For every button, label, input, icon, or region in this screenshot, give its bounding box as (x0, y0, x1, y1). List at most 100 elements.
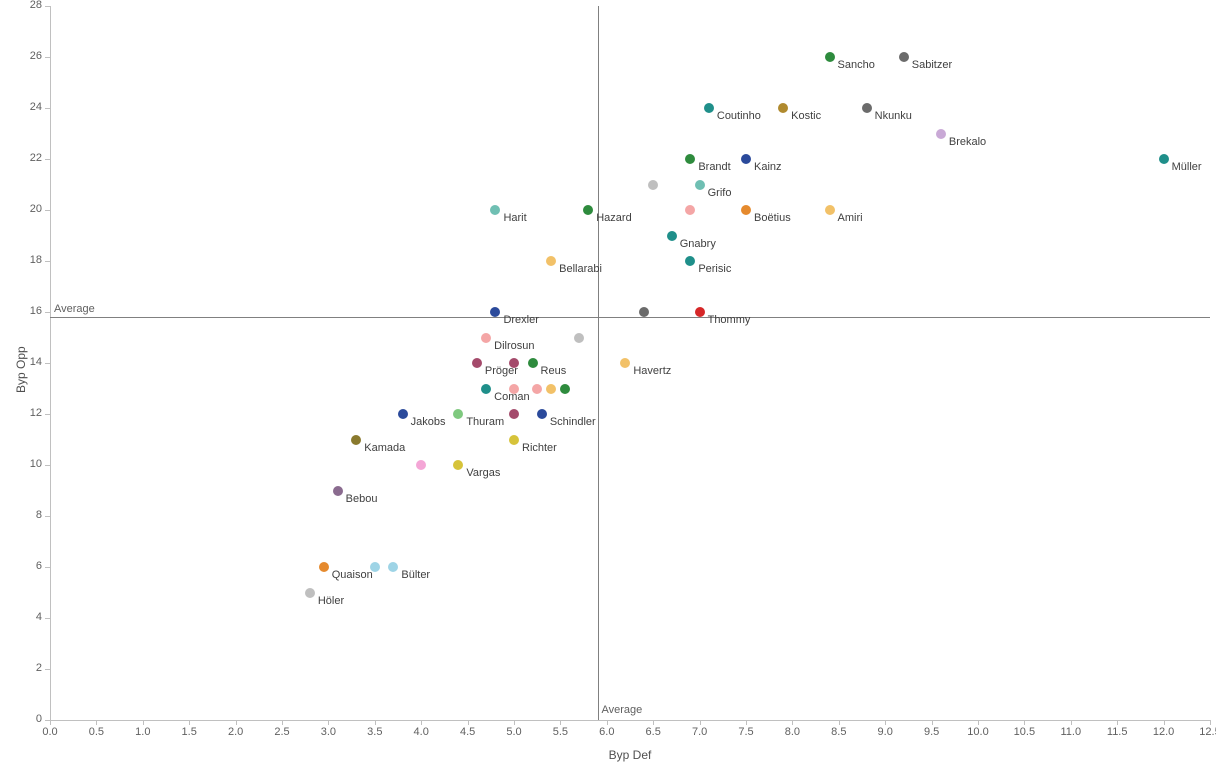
x-axis-title: Byp Def (50, 748, 1210, 762)
scatter-chart: 0.00.51.01.52.02.53.03.54.04.55.05.56.06… (0, 0, 1216, 776)
data-point-label: Havertz (633, 365, 671, 377)
data-point[interactable] (509, 409, 519, 419)
x-tick-label: 10.5 (1014, 726, 1035, 738)
x-tick (839, 720, 840, 725)
x-tick-label: 0.0 (42, 726, 57, 738)
data-point[interactable] (490, 307, 500, 317)
data-point-label: Amiri (838, 212, 863, 224)
data-point-label: Bülter (401, 569, 430, 581)
data-point[interactable] (560, 384, 570, 394)
x-tick-label: 10.0 (967, 726, 988, 738)
data-point[interactable] (695, 307, 705, 317)
data-point-label: Bebou (346, 493, 378, 505)
data-point[interactable] (685, 256, 695, 266)
x-tick (50, 720, 51, 725)
data-point[interactable] (472, 358, 482, 368)
x-tick-label: 6.0 (599, 726, 614, 738)
y-tick-label: 26 (30, 50, 42, 62)
data-point[interactable] (333, 486, 343, 496)
y-tick (45, 159, 50, 160)
x-tick-label: 6.5 (646, 726, 661, 738)
x-tick-label: 3.0 (321, 726, 336, 738)
y-tick (45, 618, 50, 619)
data-point[interactable] (453, 409, 463, 419)
data-point[interactable] (704, 103, 714, 113)
data-point[interactable] (546, 256, 556, 266)
x-tick-label: 8.0 (785, 726, 800, 738)
data-point[interactable] (416, 460, 426, 470)
data-point-label: Nkunku (875, 110, 912, 122)
y-tick (45, 261, 50, 262)
data-point[interactable] (825, 205, 835, 215)
y-tick-label: 24 (30, 101, 42, 113)
data-point-label: Brandt (698, 161, 730, 173)
y-tick-label: 10 (30, 458, 42, 470)
data-point-label: Sancho (838, 59, 875, 71)
data-point[interactable] (481, 384, 491, 394)
data-point[interactable] (481, 333, 491, 343)
data-point[interactable] (685, 205, 695, 215)
x-tick-label: 1.0 (135, 726, 150, 738)
data-point[interactable] (862, 103, 872, 113)
data-point[interactable] (388, 562, 398, 572)
data-point-label: Perisic (698, 263, 731, 275)
data-point[interactable] (778, 103, 788, 113)
data-point-label: Brekalo (949, 136, 986, 148)
data-point[interactable] (509, 384, 519, 394)
data-point[interactable] (685, 154, 695, 164)
data-point[interactable] (370, 562, 380, 572)
data-point-label: Kainz (754, 161, 782, 173)
data-point[interactable] (620, 358, 630, 368)
y-tick-label: 6 (36, 560, 42, 572)
data-point[interactable] (537, 409, 547, 419)
data-point-label: Harit (503, 212, 526, 224)
x-tick-label: 12.5 (1199, 726, 1216, 738)
y-tick-label: 12 (30, 407, 42, 419)
data-point[interactable] (936, 129, 946, 139)
x-tick (143, 720, 144, 725)
data-point-label: Dilrosun (494, 340, 534, 352)
data-point-label: Kamada (364, 442, 405, 454)
data-point[interactable] (305, 588, 315, 598)
data-point[interactable] (741, 154, 751, 164)
data-point[interactable] (453, 460, 463, 470)
data-point[interactable] (667, 231, 677, 241)
data-point[interactable] (532, 384, 542, 394)
x-tick (885, 720, 886, 725)
y-tick-label: 20 (30, 203, 42, 215)
data-point[interactable] (528, 358, 538, 368)
y-tick (45, 567, 50, 568)
data-point-label: Jakobs (411, 416, 446, 428)
data-point-label: Hazard (596, 212, 631, 224)
data-point[interactable] (583, 205, 593, 215)
data-point[interactable] (509, 435, 519, 445)
data-point[interactable] (319, 562, 329, 572)
data-point[interactable] (639, 307, 649, 317)
data-point[interactable] (398, 409, 408, 419)
data-point[interactable] (741, 205, 751, 215)
y-tick-label: 14 (30, 356, 42, 368)
data-point-label: Kostic (791, 110, 821, 122)
x-tick (468, 720, 469, 725)
data-point[interactable] (1159, 154, 1169, 164)
data-point[interactable] (899, 52, 909, 62)
x-tick (1164, 720, 1165, 725)
data-point[interactable] (490, 205, 500, 215)
data-point[interactable] (648, 180, 658, 190)
data-point[interactable] (825, 52, 835, 62)
data-point-label: Müller (1172, 161, 1202, 173)
data-point[interactable] (509, 358, 519, 368)
data-point-label: Reus (541, 365, 567, 377)
x-tick (96, 720, 97, 725)
data-point[interactable] (574, 333, 584, 343)
y-tick (45, 516, 50, 517)
data-point[interactable] (695, 180, 705, 190)
data-point[interactable] (351, 435, 361, 445)
y-tick-label: 8 (36, 509, 42, 521)
data-point-label: Gnabry (680, 238, 716, 250)
x-tick-label: 8.5 (831, 726, 846, 738)
data-point[interactable] (546, 384, 556, 394)
x-tick-label: 11.0 (1061, 726, 1082, 738)
y-tick-label: 28 (30, 0, 42, 11)
x-tick-label: 9.0 (878, 726, 893, 738)
